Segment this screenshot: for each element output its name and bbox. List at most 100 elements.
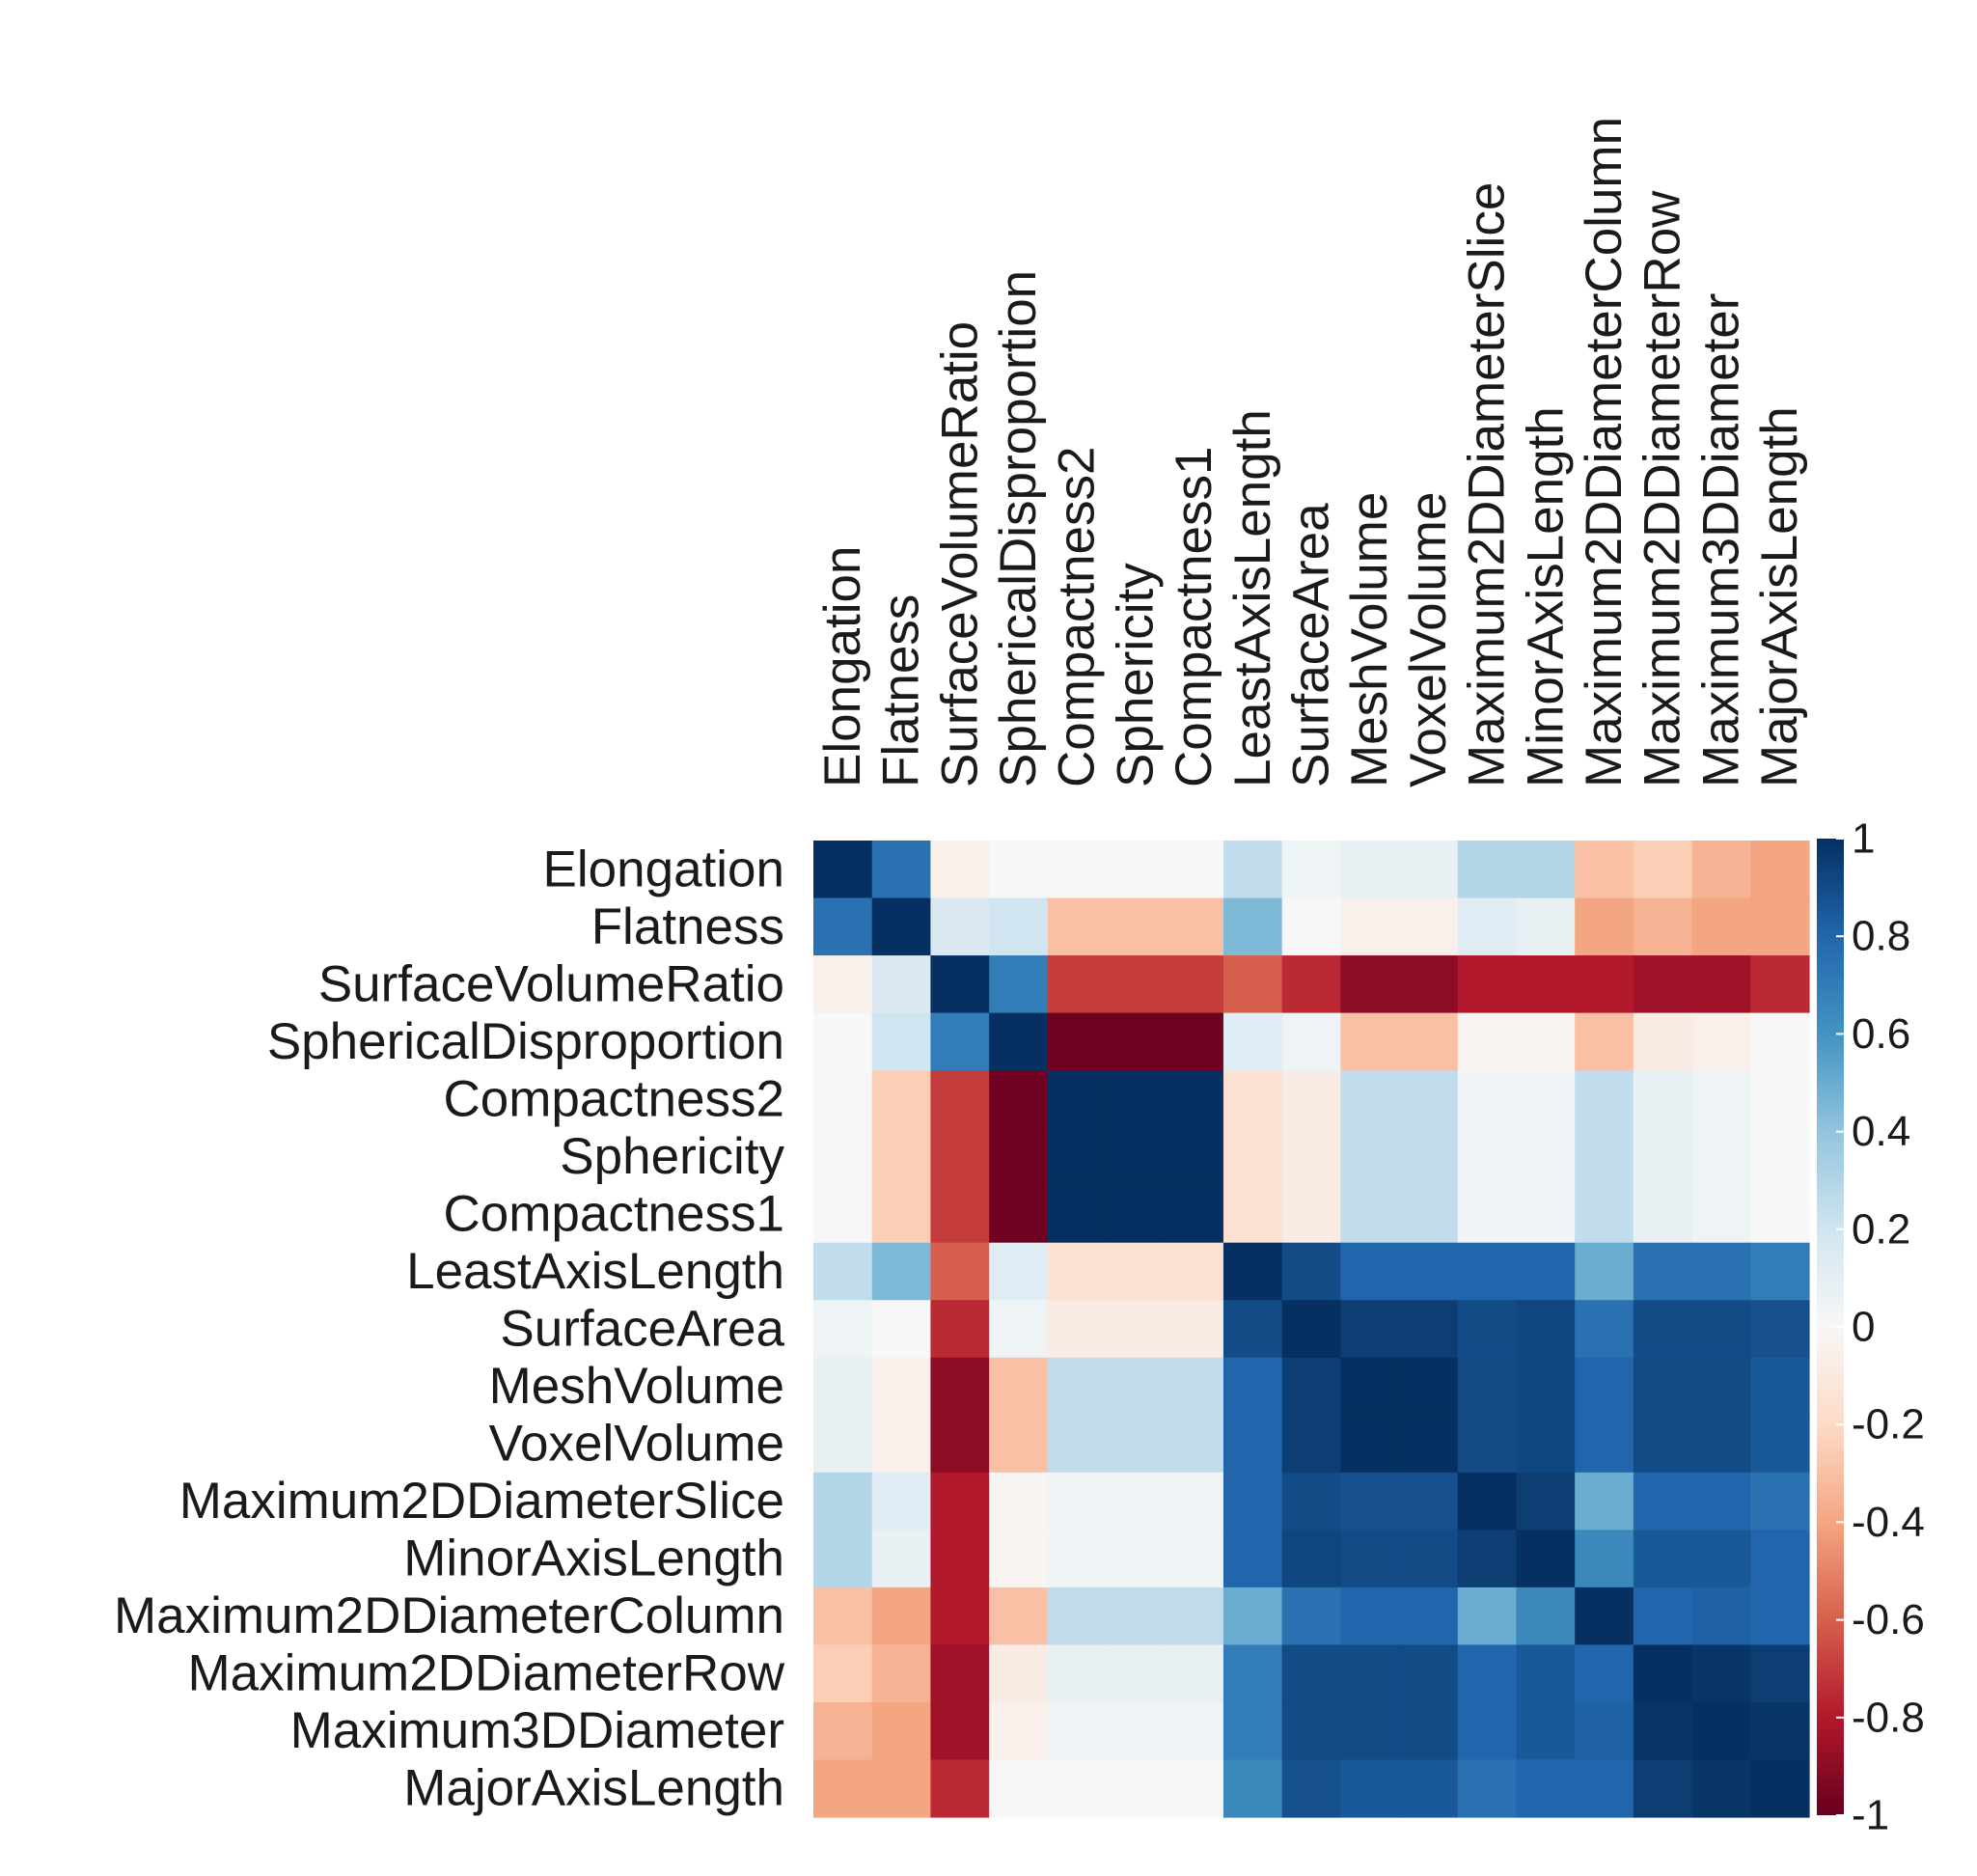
heatmap-cell-meshvolume-leastaxislength: [1222, 1357, 1283, 1416]
row-label-leastaxislength: LeastAxisLength: [406, 1243, 784, 1300]
heatmap-cell-surfacevolumeratio-meshvolume: [1340, 955, 1400, 1014]
heatmap-cell-flatness-majoraxislength: [1750, 897, 1810, 956]
heatmap-cell-elongation-voxelvolume: [1399, 841, 1459, 899]
heatmap-cell-maximum2ddiameterrow-flatness: [871, 1644, 932, 1703]
column-label-surfacearea: SurfaceArea: [1283, 503, 1340, 787]
colorbar-tick-label: 0.6: [1852, 1010, 1910, 1058]
column-label-maximum2ddiameterslice: Maximum2DDiameterSlice: [1459, 182, 1516, 787]
heatmap-cell-voxelvolume-leastaxislength: [1222, 1415, 1283, 1474]
row-label-surfacearea: SurfaceArea: [500, 1301, 784, 1358]
heatmap-cell-maximum2ddiametercolumn-elongation: [813, 1586, 873, 1646]
heatmap-cell-maximum3ddiameter-compactness1: [1165, 1701, 1224, 1761]
heatmap-cell-leastaxislength-meshvolume: [1340, 1242, 1400, 1301]
heatmap-cell-compactness2-sphericity: [1106, 1070, 1166, 1129]
heatmap-cell-flatness-sphericaldisproportion: [989, 897, 1049, 956]
heatmap-cell-voxelvolume-majoraxislength: [1750, 1415, 1810, 1474]
heatmap-cell-surfacevolumeratio-maximum2ddiameterslice: [1457, 955, 1518, 1014]
heatmap-cell-majoraxislength-meshvolume: [1340, 1759, 1400, 1818]
colorbar-tick-label: -0.6: [1852, 1596, 1925, 1643]
heatmap-cell-sphericity-flatness: [871, 1127, 932, 1186]
heatmap-cell-compactness2-minoraxislength: [1516, 1070, 1576, 1129]
heatmap-cell-maximum3ddiameter-majoraxislength: [1750, 1701, 1810, 1761]
heatmap-cell-surfacearea-elongation: [813, 1300, 873, 1359]
heatmap-cell-leastaxislength-minoraxislength: [1516, 1242, 1576, 1301]
heatmap-cell-minoraxislength-maximum3ddiameter: [1691, 1530, 1751, 1588]
colorbar-tick-label: -1: [1852, 1792, 1889, 1839]
row-label-maximum2ddiameterslice: Maximum2DDiameterSlice: [179, 1473, 784, 1530]
heatmap-cell-maximum2ddiametercolumn-surfacevolumeratio: [930, 1586, 990, 1646]
heatmap-cell-surfacearea-leastaxislength: [1222, 1300, 1283, 1359]
heatmap-cell-surfacearea-compactness1: [1165, 1300, 1224, 1359]
heatmap-cell-compactness1-surfacevolumeratio: [930, 1185, 990, 1244]
heatmap-cell-minoraxislength-surfacevolumeratio: [930, 1530, 990, 1588]
heatmap-cell-majoraxislength-compactness2: [1047, 1759, 1108, 1818]
heatmap-cell-maximum3ddiameter-voxelvolume: [1399, 1701, 1459, 1761]
heatmap-cell-sphericaldisproportion-voxelvolume: [1399, 1012, 1459, 1071]
heatmap-cell-sphericity-leastaxislength: [1222, 1127, 1283, 1186]
heatmap-cell-compactness1-voxelvolume: [1399, 1185, 1459, 1244]
heatmap-cell-maximum2ddiametercolumn-minoraxislength: [1516, 1586, 1576, 1646]
heatmap-cell-majoraxislength-elongation: [813, 1759, 873, 1818]
heatmap-cell-maximum2ddiametercolumn-voxelvolume: [1399, 1586, 1459, 1646]
heatmap-cell-flatness-compactness2: [1047, 897, 1108, 956]
heatmap-cell-sphericity-compactness2: [1047, 1127, 1108, 1186]
heatmap-cell-sphericaldisproportion-majoraxislength: [1750, 1012, 1810, 1071]
heatmap-cell-meshvolume-surfacearea: [1281, 1357, 1341, 1416]
heatmap-cell-elongation-maximum2ddiameterslice: [1457, 841, 1518, 899]
row-label-meshvolume: MeshVolume: [489, 1358, 784, 1415]
heatmap-cell-meshvolume-maximum2ddiameterrow: [1633, 1357, 1693, 1416]
heatmap-cell-majoraxislength-surfacearea: [1281, 1759, 1341, 1818]
heatmap-cell-minoraxislength-flatness: [871, 1530, 932, 1588]
heatmap-cell-voxelvolume-maximum2ddiametercolumn: [1575, 1415, 1634, 1474]
heatmap-cell-maximum3ddiameter-minoraxislength: [1516, 1701, 1576, 1761]
heatmap-cell-majoraxislength-minoraxislength: [1516, 1759, 1576, 1818]
column-label-compactness2: Compactness2: [1049, 446, 1106, 787]
heatmap-cell-compactness1-sphericity: [1106, 1185, 1166, 1244]
heatmap-cell-sphericaldisproportion-maximum2ddiameterslice: [1457, 1012, 1518, 1071]
heatmap-cell-maximum3ddiameter-sphericity: [1106, 1701, 1166, 1761]
heatmap-cell-maximum2ddiameterrow-sphericity: [1106, 1644, 1166, 1703]
heatmap-cell-surfacevolumeratio-minoraxislength: [1516, 955, 1576, 1014]
heatmap-cell-voxelvolume-sphericity: [1106, 1415, 1166, 1474]
row-label-surfacevolumeratio: SurfaceVolumeRatio: [318, 955, 784, 1012]
heatmap-cell-meshvolume-voxelvolume: [1399, 1357, 1459, 1416]
heatmap-cell-minoraxislength-maximum2ddiametercolumn: [1575, 1530, 1634, 1588]
heatmap-cell-compactness2-elongation: [813, 1070, 873, 1129]
heatmap-cell-surfacearea-maximum2ddiametercolumn: [1575, 1300, 1634, 1359]
row-label-maximum2ddiametercolumn: Maximum2DDiameterColumn: [114, 1587, 784, 1644]
heatmap-cell-maximum2ddiameterslice-elongation: [813, 1472, 873, 1531]
heatmap-cell-compactness2-maximum2ddiameterrow: [1633, 1070, 1693, 1129]
heatmap-cell-elongation-surfacearea: [1281, 841, 1341, 899]
column-labels: Elongation Flatness SurfaceVolumeRatio Sphe…: [814, 117, 1808, 787]
heatmap-cell-elongation-sphericaldisproportion: [989, 841, 1049, 899]
heatmap-cell-majoraxislength-compactness1: [1165, 1759, 1224, 1818]
heatmap-cell-sphericaldisproportion-meshvolume: [1340, 1012, 1400, 1071]
colorbar: 1 0.8 0.6 0.4 0.2 0 -0.2 -0.4 -0.6 -0.8 -1: [1817, 815, 1925, 1839]
heatmap-cell-maximum2ddiametercolumn-compactness2: [1047, 1586, 1108, 1646]
heatmap-cell-maximum2ddiameterrow-maximum2ddiameterslice: [1457, 1644, 1518, 1703]
heatmap-cell-voxelvolume-compactness2: [1047, 1415, 1108, 1474]
heatmap-cell-elongation-maximum3ddiameter: [1691, 841, 1751, 899]
heatmap-cell-compactness1-maximum2ddiametercolumn: [1575, 1185, 1634, 1244]
heatmap-cell-surfacearea-compactness2: [1047, 1300, 1108, 1359]
heatmap-cell-maximum3ddiameter-sphericaldisproportion: [989, 1701, 1049, 1761]
heatmap-cell-majoraxislength-majoraxislength: [1750, 1759, 1810, 1818]
heatmap-cell-maximum2ddiameterrow-maximum2ddiametercolumn: [1575, 1644, 1634, 1703]
column-label-leastaxislength: LeastAxisLength: [1224, 409, 1281, 787]
heatmap-cell-voxelvolume-compactness1: [1165, 1415, 1224, 1474]
heatmap-cell-majoraxislength-maximum2ddiameterrow: [1633, 1759, 1693, 1818]
column-label-maximum3ddiameter: Maximum3DDiameter: [1692, 293, 1749, 787]
heatmap-cell-compactness2-flatness: [871, 1070, 932, 1129]
heatmap-cell-meshvolume-minoraxislength: [1516, 1357, 1576, 1416]
heatmap-cell-meshvolume-sphericity: [1106, 1357, 1166, 1416]
heatmap-cell-minoraxislength-sphericaldisproportion: [989, 1530, 1049, 1588]
heatmap-cell-maximum2ddiameterrow-sphericaldisproportion: [989, 1644, 1049, 1703]
heatmap-cell-minoraxislength-surfacearea: [1281, 1530, 1341, 1588]
heatmap-cell-maximum3ddiameter-flatness: [871, 1701, 932, 1761]
heatmap-cell-maximum3ddiameter-maximum3ddiameter: [1691, 1701, 1751, 1761]
row-label-majoraxislength: MajorAxisLength: [403, 1760, 784, 1817]
column-label-compactness1: Compactness1: [1166, 446, 1222, 787]
column-label-flatness: Flatness: [873, 594, 930, 787]
heatmap-cell-surfacevolumeratio-leastaxislength: [1222, 955, 1283, 1014]
heatmap-cell-elongation-elongation: [813, 841, 873, 899]
